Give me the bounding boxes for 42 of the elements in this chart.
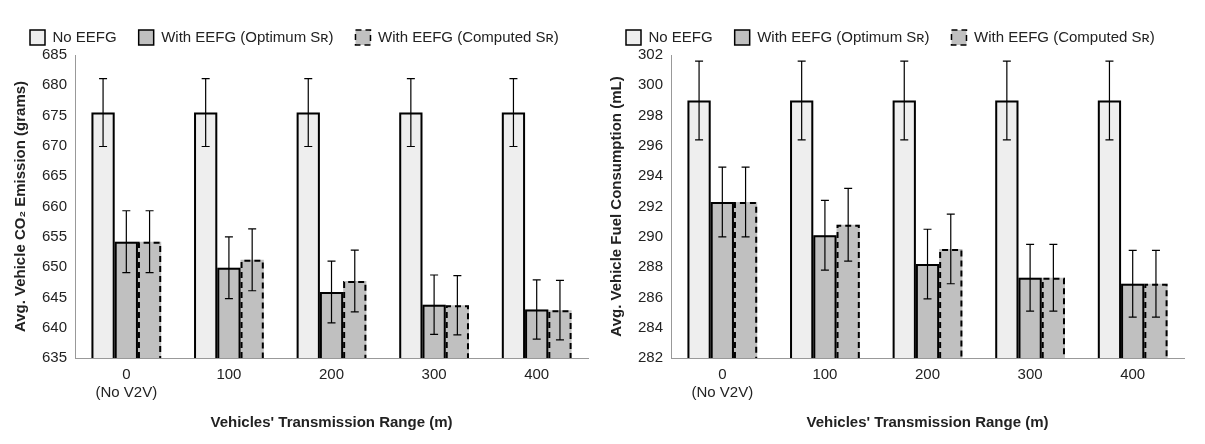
y-tick-label: 640 <box>42 317 68 335</box>
y-tick-label: 635 <box>42 348 68 366</box>
x-tick-label: 200 <box>319 365 345 383</box>
y-axis-title: Avg. Vehicle Fuel Consumption (mL) <box>607 76 625 337</box>
y-tick-label: 655 <box>42 226 68 244</box>
y-tick-label: 302 <box>638 45 664 63</box>
x-tick-label: 100 <box>812 365 838 383</box>
y-tick-label: 670 <box>42 136 68 154</box>
y-tick-label: 298 <box>638 105 664 123</box>
y-tick-label: 296 <box>638 136 664 154</box>
y-tick-label: 286 <box>638 287 664 305</box>
x-tick-label: 300 <box>421 365 447 383</box>
legend-label: With EEFG (Optimum Sʀ) <box>757 27 930 45</box>
y-tick-label: 660 <box>42 196 68 214</box>
y-tick-label: 680 <box>42 75 68 93</box>
x-tick-label: 100 <box>216 365 242 383</box>
x-tick-label: 0 (No V2V) <box>95 365 158 401</box>
y-tick-label: 650 <box>42 257 68 275</box>
y-tick-label: 300 <box>638 75 664 93</box>
x-tick-label: 400 <box>1120 365 1146 383</box>
x-tick-label: 200 <box>915 365 941 383</box>
y-tick-label: 675 <box>42 105 68 123</box>
y-tick-label: 292 <box>638 196 664 214</box>
y-tick-label: 282 <box>638 348 664 366</box>
legend-label: No EEFG <box>52 27 117 45</box>
y-axis-title: Avg. Vehicle CO₂ Emission (grams) <box>11 80 29 333</box>
y-tick-label: 290 <box>638 226 664 244</box>
legend-label: With EEFG (Computed Sʀ) <box>377 27 559 45</box>
y-tick-label: 284 <box>638 317 664 335</box>
x-tick-label: 400 <box>524 365 550 383</box>
y-tick-label: 288 <box>638 257 664 275</box>
y-tick-label: 665 <box>42 166 68 184</box>
x-tick-label: 300 <box>1017 365 1043 383</box>
x-tick-label: 0 (No V2V) <box>691 365 754 401</box>
y-tick-label: 685 <box>42 45 68 63</box>
y-tick-label: 645 <box>42 287 68 305</box>
legend-label: With EEFG (Optimum Sʀ) <box>161 27 334 45</box>
legend-label: With EEFG (Computed Sʀ) <box>973 27 1155 45</box>
legend-label: No EEFG <box>648 27 713 45</box>
x-axis-title: Vehicles' Transmission Range (m) <box>210 413 453 431</box>
y-tick-label: 294 <box>638 166 664 184</box>
x-axis-title: Vehicles' Transmission Range (m) <box>806 413 1049 431</box>
